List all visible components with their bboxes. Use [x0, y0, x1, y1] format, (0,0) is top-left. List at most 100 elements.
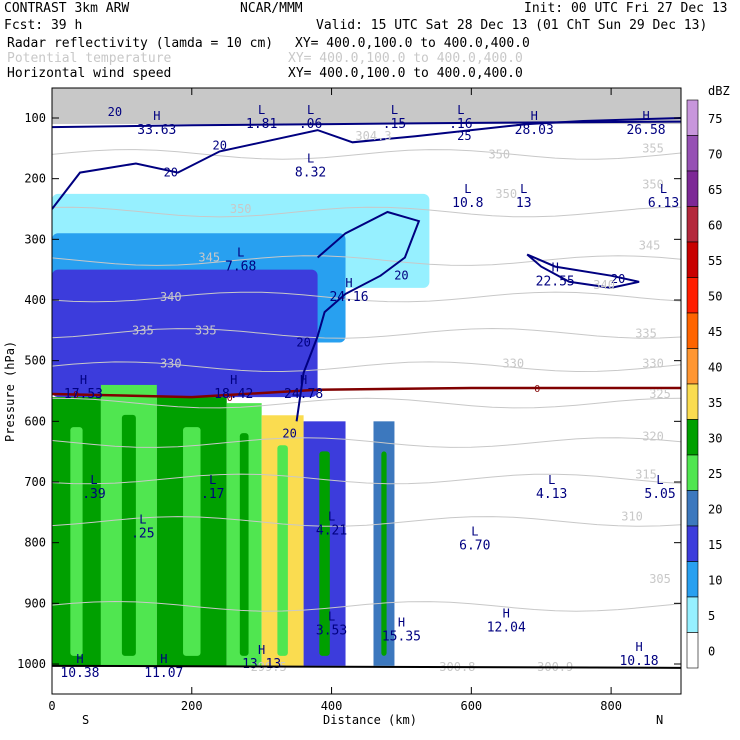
extremum-type: H: [552, 261, 559, 275]
extremum-value: 17.53: [64, 387, 103, 402]
extremum-value: 5.05: [644, 487, 675, 502]
extremum-value: .25: [131, 527, 154, 542]
extremum-l: L6.70: [459, 525, 490, 554]
theta-label: 335: [635, 326, 657, 340]
extremum-value: 24.78: [284, 387, 323, 402]
extremum-l: L.17: [201, 473, 224, 502]
field-wind: Horizontal wind speed: [7, 66, 172, 81]
extremum-l: L4.13: [536, 473, 567, 502]
extremum-h: H18.42: [214, 373, 253, 402]
colorbar-label: 35: [708, 396, 722, 410]
plot-frame: [51, 87, 682, 695]
extremum-l: L4.21: [316, 509, 347, 538]
extremum-l: L13: [516, 182, 532, 211]
north-label: N: [656, 713, 663, 727]
colorbar-swatch-45: [686, 312, 699, 349]
wind-contour-label: 20: [296, 335, 310, 349]
extremum-type: L: [328, 610, 335, 624]
colorbar-swatch-20: [686, 490, 699, 527]
field-theta: Potential temperature: [7, 51, 172, 66]
theta-label: 335: [195, 323, 217, 337]
x-tick-label: 800: [600, 699, 622, 713]
theta-label: 350: [230, 202, 252, 216]
extremum-value: 18.42: [214, 387, 253, 402]
extremum-value: 10.8: [452, 196, 483, 211]
extremum-type: H: [153, 109, 160, 123]
extremum-value: .39: [82, 487, 105, 502]
extremum-value: 6.70: [459, 539, 490, 554]
theta-label: 335: [132, 323, 154, 337]
colorbar-label: 70: [708, 147, 722, 161]
colorbar-label: 5: [708, 609, 715, 623]
extremum-value: 10.38: [60, 666, 99, 681]
extremum-h: H10.38: [60, 652, 99, 681]
extremum-h: H22.55: [536, 261, 575, 290]
extremum-type: H: [531, 109, 538, 123]
field-theta-xy: XY= 400.0,100.0 to 400.0,400.0: [288, 51, 523, 66]
reflectivity-streak-6: [381, 451, 387, 656]
wind-contour-1: [52, 120, 681, 129]
y-tick-label: 500: [24, 354, 46, 368]
colorbar-label: 15: [708, 538, 722, 552]
extremum-value: 4.21: [316, 523, 347, 538]
extremum-l: L8.32: [295, 152, 326, 181]
colorbar-swatch-50: [686, 277, 699, 314]
theta-label: 304.3: [355, 129, 391, 143]
colorbar-label: 75: [708, 112, 722, 126]
colorbar-swatch-15: [686, 525, 699, 562]
theta-contour-330: [52, 361, 681, 373]
colorbar-unit: dBZ: [708, 84, 730, 98]
extremum-type: L: [307, 152, 314, 166]
colorbar-swatch-25: [686, 454, 699, 491]
theta-label: 305: [649, 572, 671, 586]
extremum-value: 33.63: [137, 123, 176, 138]
extremum-l: L.25: [131, 513, 154, 542]
theta-contour-355: [52, 149, 681, 160]
extremum-type: L: [656, 473, 663, 487]
extremum-value: .16: [449, 117, 472, 132]
wind-contour-label: 20: [611, 272, 625, 286]
upper-shading: [52, 88, 681, 125]
freezing-level-label: 0: [534, 384, 540, 395]
extremum-type: L: [391, 103, 398, 117]
colorbar-swatch-40: [686, 348, 699, 385]
freezing-level-line: [52, 386, 681, 399]
y-tick-label: 800: [24, 536, 46, 550]
theta-label: 320: [642, 430, 664, 444]
theta-contour-305: [52, 600, 681, 612]
theta-contour-335: [52, 327, 681, 339]
extremum-value: 7.68: [225, 260, 256, 275]
extremum-value: 8.32: [295, 166, 326, 181]
y-tick-label: 300: [24, 232, 46, 246]
extremum-value: 24.16: [329, 290, 368, 305]
colorbar-label: 55: [708, 254, 722, 268]
extremum-h: H26.58: [626, 109, 665, 138]
reflectivity-streak-2: [183, 427, 201, 656]
colorbar-label: 25: [708, 467, 722, 481]
extremum-value: 13.13: [242, 657, 281, 672]
extremum-value: .06: [299, 117, 322, 132]
extremum-h: H15.35: [382, 616, 421, 645]
y-axis-label: Pressure (hPa): [3, 341, 17, 442]
extremum-l: L.39: [82, 473, 105, 502]
theta-label: 330: [160, 357, 182, 371]
extremum-h: H11.07: [144, 652, 183, 681]
wind-contour-label: 20: [108, 105, 122, 119]
extremum-l: L.06: [299, 103, 322, 132]
wind-contour-0: [52, 117, 681, 210]
extremum-type: H: [230, 373, 237, 387]
wind-contour-2: [295, 210, 421, 422]
extremum-value: 6.13: [648, 196, 679, 211]
extremum-type: L: [464, 182, 471, 196]
extremum-type: H: [76, 652, 83, 666]
wind-contour-3: [526, 253, 640, 289]
extremum-l: L5.05: [644, 473, 675, 502]
theta-contour-340: [52, 291, 681, 303]
theta-contour-315: [52, 473, 681, 485]
extremum-value: 13: [516, 196, 532, 211]
freezing-level-label: 0: [227, 393, 233, 404]
anvil-layer-2: [52, 269, 318, 398]
colorbar-label: 10: [708, 573, 722, 587]
theta-label: 310: [621, 510, 643, 524]
